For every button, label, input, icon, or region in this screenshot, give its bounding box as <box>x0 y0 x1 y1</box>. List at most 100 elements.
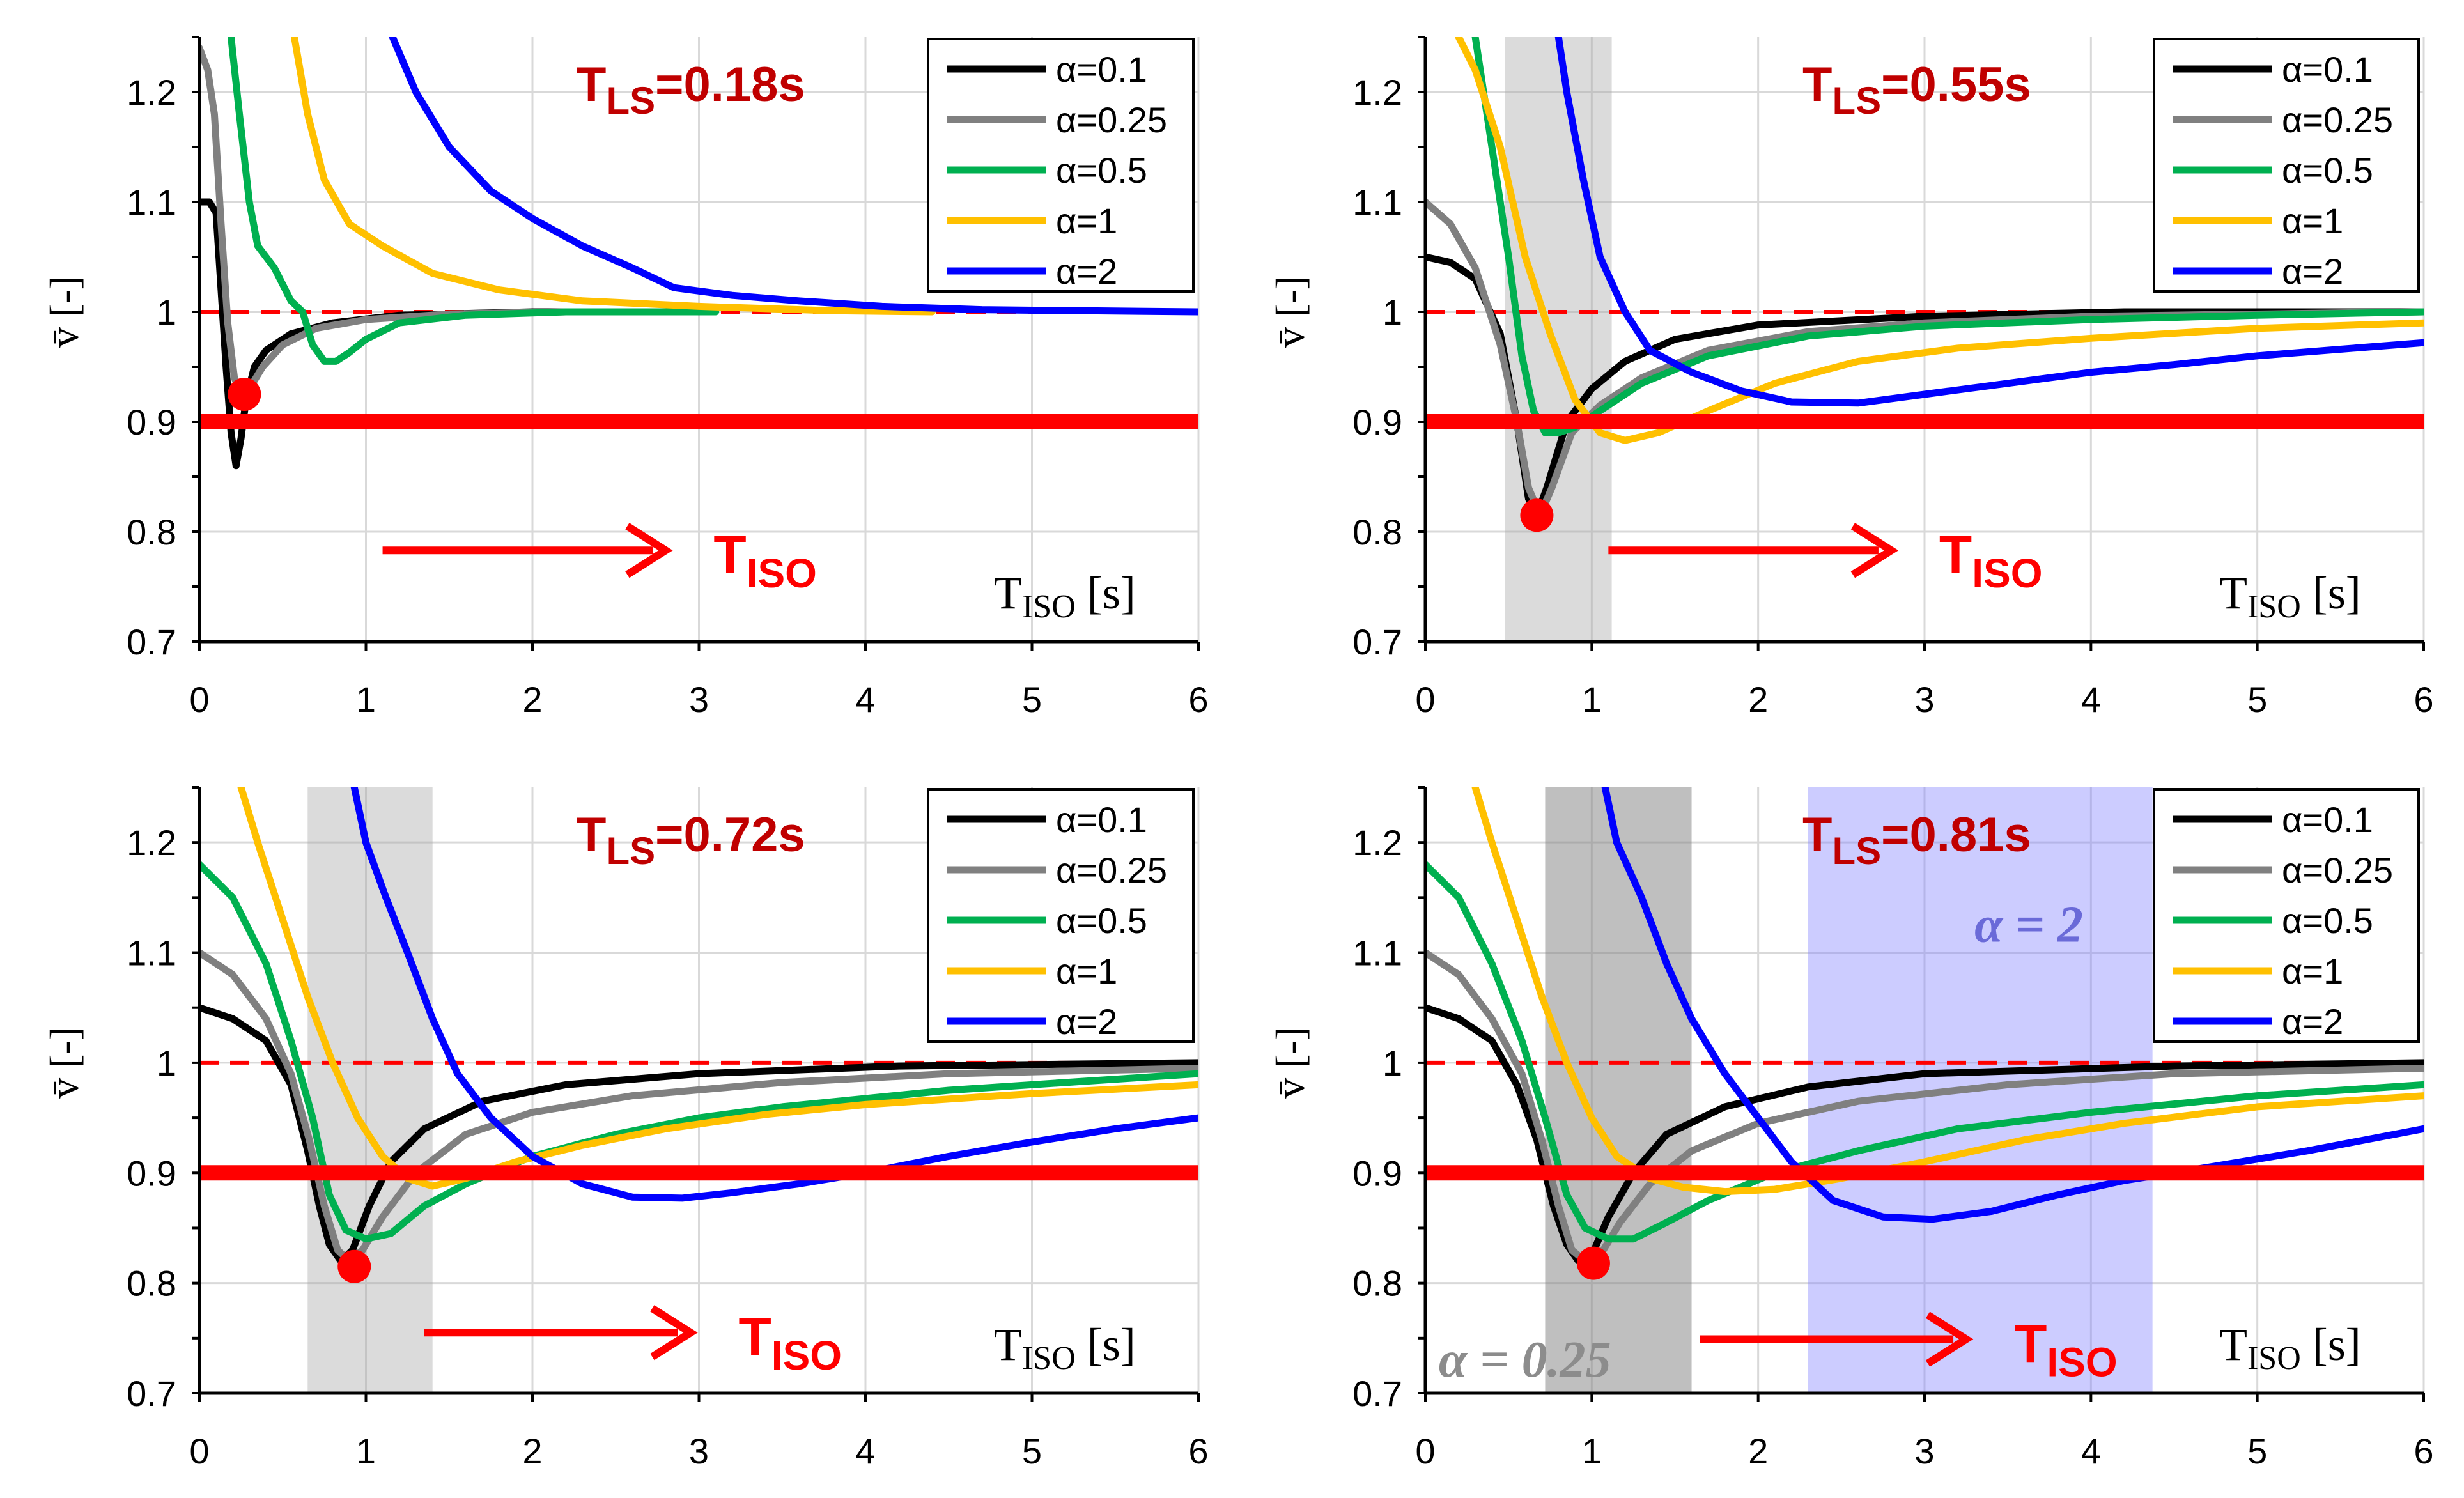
x-tick-label: 3 <box>689 1431 709 1471</box>
legend-entry: α=2 <box>1056 251 1117 291</box>
y-tick-label: 1.2 <box>127 72 176 112</box>
y-tick-label: 0.9 <box>1352 1153 1402 1193</box>
series-line-2 <box>1425 861 2424 1243</box>
x-tick-label: 2 <box>1748 679 1768 720</box>
y-tick-label: 0.8 <box>127 1263 176 1304</box>
series-line-3 <box>291 37 936 316</box>
x-tick-label: 1 <box>1582 1431 1602 1471</box>
chart-panel-2: TISO TLS=0.55s TISO [s] α=0.1 α=0.25 α=0.5 α=1… <box>1267 36 2434 720</box>
series-line-2 <box>228 37 720 365</box>
series-line-0 <box>199 1004 1198 1265</box>
legend-entry: α=0.1 <box>1056 49 1147 89</box>
x-tick-label: 2 <box>1748 1431 1768 1471</box>
x-tick-label: 1 <box>356 679 376 720</box>
x-tick-label: 0 <box>189 1431 209 1471</box>
x-tick-label: 5 <box>2247 679 2267 720</box>
series-group <box>199 787 1198 1265</box>
legend-entry: α=1 <box>1056 201 1117 241</box>
shaded-region <box>307 787 433 1393</box>
x-tick-label: 3 <box>1914 679 1934 720</box>
y-tick-label: 1 <box>1383 1043 1402 1083</box>
x-axis-label: TISO [s] <box>2219 568 2361 625</box>
y-tick-label: 0.7 <box>127 1373 176 1414</box>
x-tick-label: 6 <box>1188 1431 1208 1471</box>
y-axis-label: v̄ [-] <box>1267 276 1313 348</box>
legend: α=0.1 α=0.25 α=0.5 α=1 α=2 <box>927 788 1195 1043</box>
series-line-3 <box>237 787 1198 1190</box>
x-tick-label: 4 <box>855 679 875 720</box>
legend-box <box>927 38 1195 293</box>
x-tick-label: 2 <box>522 1431 542 1471</box>
legend-entry: α=0.1 <box>2282 799 2373 840</box>
legend-entry: α=2 <box>2282 251 2343 291</box>
y-tick-label: 1 <box>157 292 176 332</box>
series-line-2 <box>199 861 1198 1243</box>
y-tick-label: 0.7 <box>1352 1373 1402 1414</box>
y-tick-label: 0.9 <box>127 1153 176 1193</box>
y-tick-label: 0.8 <box>127 512 176 552</box>
legend-entry: α=0.25 <box>2282 850 2393 890</box>
legend-entry: α=0.5 <box>1056 150 1147 190</box>
x-tick-label: 1 <box>1582 679 1602 720</box>
y-tick-label: 1.1 <box>127 182 176 222</box>
series-line-1 <box>1425 198 2424 519</box>
minimum-marker <box>228 378 261 411</box>
legend-entry: α=0.5 <box>2282 900 2373 941</box>
series-line-1 <box>199 949 1198 1265</box>
x-tick-label: 0 <box>1415 1431 1435 1471</box>
chart-panel-3: TISO TLS=0.72s TISO [s] α=0.1 α=0.25 α=0.5 α=1… <box>42 786 1209 1471</box>
y-tick-label: 0.7 <box>1352 622 1402 662</box>
panel-title: TLS=0.55s <box>1802 58 2031 122</box>
x-tick-label: 4 <box>2081 1431 2101 1471</box>
x-tick-label: 4 <box>2081 679 2101 720</box>
x-tick-label: 0 <box>1415 679 1435 720</box>
highlight-label: α = 0.25 <box>1439 1332 1611 1388</box>
series-line-3 <box>1471 787 2424 1196</box>
legend-box <box>927 788 1195 1043</box>
legend-entry: α=0.25 <box>2282 100 2393 140</box>
x-tick-label: 6 <box>1188 679 1208 720</box>
legend-entry: α=1 <box>2282 951 2343 991</box>
legend-entry: α=0.5 <box>2282 150 2373 190</box>
legend-entry: α=2 <box>1056 1001 1117 1042</box>
x-axis-label: TISO [s] <box>994 568 1136 625</box>
y-tick-label: 0.8 <box>1352 1263 1402 1304</box>
x-tick-label: 0 <box>189 679 209 720</box>
x-axis-label: TISO [s] <box>994 1319 1136 1377</box>
y-axis-label: v̄ [-] <box>42 276 87 348</box>
y-tick-label: 1.1 <box>1352 933 1402 973</box>
y-tick-label: 0.8 <box>1352 512 1402 552</box>
tiso-arrow <box>382 523 673 578</box>
panel-title: TLS=0.81s <box>1802 808 2031 872</box>
legend-entry: α=1 <box>1056 951 1117 991</box>
series-line-3 <box>1455 37 2424 444</box>
tiso-arrow-label: TISO <box>2014 1314 2118 1386</box>
y-tick-label: 1.2 <box>127 822 176 863</box>
legend-entry: α=0.5 <box>1056 900 1147 941</box>
tiso-arrow-label: TISO <box>738 1307 842 1378</box>
shaded-region <box>1545 787 1692 1393</box>
y-tick-label: 1.2 <box>1352 72 1402 112</box>
y-axis-label: v̄ [-] <box>1267 1027 1313 1099</box>
legend-box <box>2153 38 2420 293</box>
series-line-4 <box>350 787 1198 1202</box>
x-tick-label: 2 <box>522 679 542 720</box>
legend-entry: α=0.1 <box>1056 799 1147 840</box>
x-tick-label: 6 <box>2414 679 2433 720</box>
legend: α=0.1 α=0.25 α=0.5 α=1 α=2 <box>927 38 1195 293</box>
chart-panel-1: TISO TLS=0.18s TISO [s] α=0.1 α=0.25 α=0.5 α=1… <box>42 36 1209 720</box>
x-tick-label: 1 <box>356 1431 376 1471</box>
tiso-arrow-label: TISO <box>713 525 817 596</box>
x-tick-label: 5 <box>1022 679 1042 720</box>
legend: α=0.1 α=0.25 α=0.5 α=1 α=2 <box>2153 38 2420 293</box>
y-tick-label: 0.7 <box>127 622 176 662</box>
minimum-marker <box>337 1249 371 1283</box>
x-tick-label: 5 <box>1022 1431 1042 1471</box>
y-tick-label: 1 <box>1383 292 1402 332</box>
minimum-marker <box>1576 1246 1610 1280</box>
x-tick-label: 4 <box>855 1431 875 1471</box>
y-axis-label: v̄ [-] <box>42 1027 87 1099</box>
panel-title: TLS=0.18s <box>577 58 805 122</box>
